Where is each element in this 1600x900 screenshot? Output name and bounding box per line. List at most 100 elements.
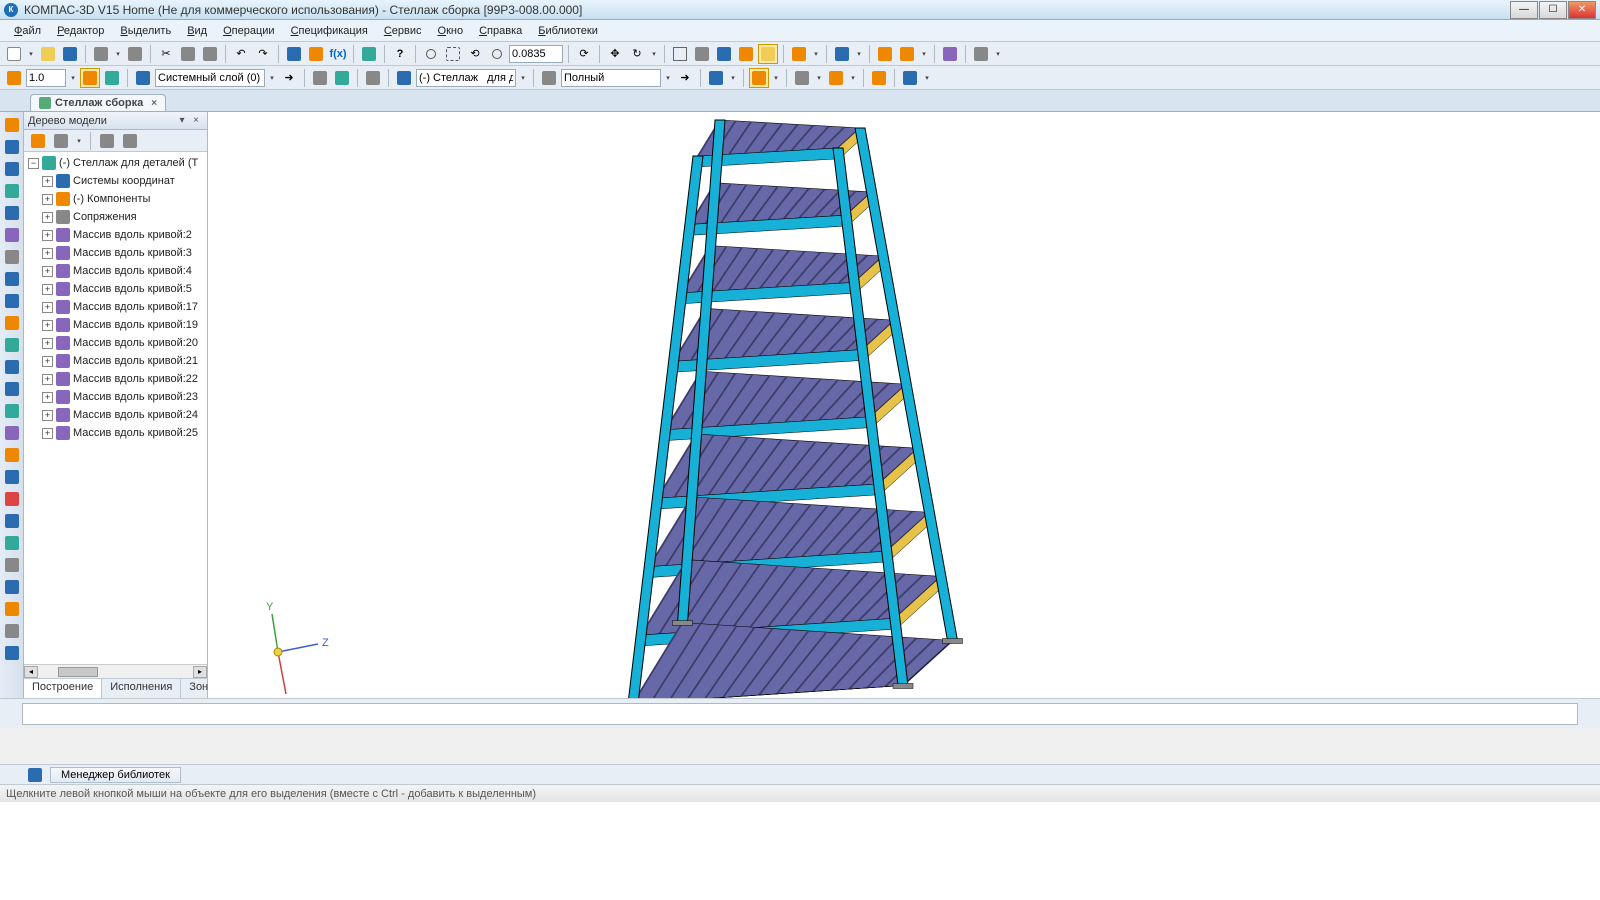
print-preview-button[interactable]	[125, 44, 145, 64]
menu-Окно[interactable]: Окно	[430, 23, 472, 39]
vtool-7[interactable]	[3, 270, 21, 288]
expand-icon[interactable]: +	[42, 374, 53, 385]
vtool-3[interactable]	[3, 182, 21, 200]
extra1-button[interactable]	[940, 44, 960, 64]
tree-node-10[interactable]: +Массив вдоль кривой:21	[24, 352, 207, 370]
display-select[interactable]	[561, 69, 661, 87]
rotate-button[interactable]: ↻	[627, 44, 647, 64]
vtool-9[interactable]	[3, 314, 21, 332]
pin-icon[interactable]: ▾	[175, 115, 189, 126]
vtool-4[interactable]	[3, 204, 21, 222]
tree-node-14[interactable]: +Массив вдоль кривой:25	[24, 424, 207, 442]
document-tab[interactable]: Стеллаж сборка ×	[30, 94, 166, 111]
3d-viewport[interactable]: ZYX	[208, 112, 1600, 698]
print-button[interactable]	[91, 44, 111, 64]
open-button[interactable]	[38, 44, 58, 64]
zoom-input[interactable]	[509, 45, 563, 63]
menu-Вид[interactable]: Вид	[179, 23, 215, 39]
scroll-right-icon[interactable]: ▸	[193, 666, 207, 678]
orient-button[interactable]	[789, 44, 809, 64]
vtool-5[interactable]	[3, 226, 21, 244]
shaded-button[interactable]	[714, 44, 734, 64]
vtool-10[interactable]	[3, 336, 21, 354]
menu-Операции[interactable]: Операции	[215, 23, 282, 39]
vtool-15[interactable]	[3, 446, 21, 464]
vtool-1[interactable]	[3, 138, 21, 156]
menu-Выделить[interactable]: Выделить	[112, 23, 179, 39]
fx-button[interactable]: f(x)	[328, 44, 348, 64]
tree-tab-Исполнения[interactable]: Исполнения	[102, 679, 181, 698]
expand-icon[interactable]: +	[42, 338, 53, 349]
hidden-button[interactable]	[692, 44, 712, 64]
tree-tab-Построение[interactable]: Построение	[24, 679, 102, 698]
undo-button[interactable]: ↶	[231, 44, 251, 64]
sheet-button[interactable]	[306, 44, 326, 64]
menu-Спецификация[interactable]: Спецификация	[283, 23, 376, 39]
expand-icon[interactable]: +	[42, 428, 53, 439]
disp-icon[interactable]	[539, 68, 559, 88]
vars-button[interactable]	[359, 44, 379, 64]
tools-button[interactable]	[897, 44, 917, 64]
tree-node-11[interactable]: +Массив вдоль кривой:22	[24, 370, 207, 388]
expand-icon[interactable]: +	[42, 356, 53, 367]
vtool-6[interactable]	[3, 248, 21, 266]
vtool-22[interactable]	[3, 600, 21, 618]
tree-root[interactable]: −(-) Стеллаж для деталей (Т	[24, 154, 207, 172]
tree-node-12[interactable]: +Массив вдоль кривой:23	[24, 388, 207, 406]
cut-button[interactable]: ✂	[156, 44, 176, 64]
vtool-0[interactable]	[3, 116, 21, 134]
vtool-8[interactable]	[3, 292, 21, 310]
vtool-2[interactable]	[3, 160, 21, 178]
redo-button[interactable]: ↷	[253, 44, 273, 64]
snap1-button[interactable]	[310, 68, 330, 88]
zoom-prev-button[interactable]: ⟲	[465, 44, 485, 64]
scroll-thumb[interactable]	[58, 667, 98, 677]
tb2-f[interactable]	[900, 68, 920, 88]
new-button[interactable]	[4, 44, 24, 64]
shaded-edges-button[interactable]	[736, 44, 756, 64]
vtool-21[interactable]	[3, 578, 21, 596]
tb2-d[interactable]	[826, 68, 846, 88]
tree-node-0[interactable]: +Системы координат	[24, 172, 207, 190]
command-input[interactable]	[22, 703, 1578, 725]
close-button[interactable]: ✕	[1568, 1, 1596, 19]
vtool-14[interactable]	[3, 424, 21, 442]
tree-btn-2[interactable]	[51, 131, 71, 151]
vtool-16[interactable]	[3, 468, 21, 486]
tree-node-1[interactable]: +(-) Компоненты	[24, 190, 207, 208]
expand-icon[interactable]: −	[28, 158, 39, 169]
vtool-17[interactable]	[3, 490, 21, 508]
menu-Библиотеки[interactable]: Библиотеки	[530, 23, 606, 39]
layer-select[interactable]	[155, 69, 265, 87]
tb2-c[interactable]	[792, 68, 812, 88]
tree-node-2[interactable]: +Сопряжения	[24, 208, 207, 226]
expand-icon[interactable]: +	[42, 410, 53, 421]
maximize-button[interactable]: ☐	[1539, 1, 1567, 19]
tree-node-3[interactable]: +Массив вдоль кривой:2	[24, 226, 207, 244]
tree-node-8[interactable]: +Массив вдоль кривой:19	[24, 316, 207, 334]
vtool-11[interactable]	[3, 358, 21, 376]
copy-button[interactable]	[178, 44, 198, 64]
refresh-button[interactable]: ⟳	[574, 44, 594, 64]
snap2-button[interactable]	[332, 68, 352, 88]
tree-btn-1[interactable]	[28, 131, 48, 151]
tree-btn-4[interactable]	[120, 131, 140, 151]
pan-button[interactable]: ✥	[605, 44, 625, 64]
scale-btn1[interactable]	[80, 68, 100, 88]
expand-icon[interactable]: +	[42, 194, 53, 205]
expand-icon[interactable]: +	[42, 212, 53, 223]
tree-node-7[interactable]: +Массив вдоль кривой:17	[24, 298, 207, 316]
menu-Сервис[interactable]: Сервис	[376, 23, 430, 39]
tree-node-5[interactable]: +Массив вдоль кривой:4	[24, 262, 207, 280]
vtool-18[interactable]	[3, 512, 21, 530]
scroll-left-icon[interactable]: ◂	[24, 666, 38, 678]
library-manager-button[interactable]: Менеджер библиотек	[50, 767, 181, 783]
layer-icon[interactable]	[133, 68, 153, 88]
tree-btn-3[interactable]	[97, 131, 117, 151]
expand-icon[interactable]: +	[42, 320, 53, 331]
menu-Справка[interactable]: Справка	[471, 23, 530, 39]
expand-icon[interactable]: +	[42, 230, 53, 241]
tree-node-9[interactable]: +Массив вдоль кривой:20	[24, 334, 207, 352]
minimize-button[interactable]: —	[1510, 1, 1538, 19]
tree-hscroll[interactable]: ◂ ▸	[24, 664, 207, 678]
